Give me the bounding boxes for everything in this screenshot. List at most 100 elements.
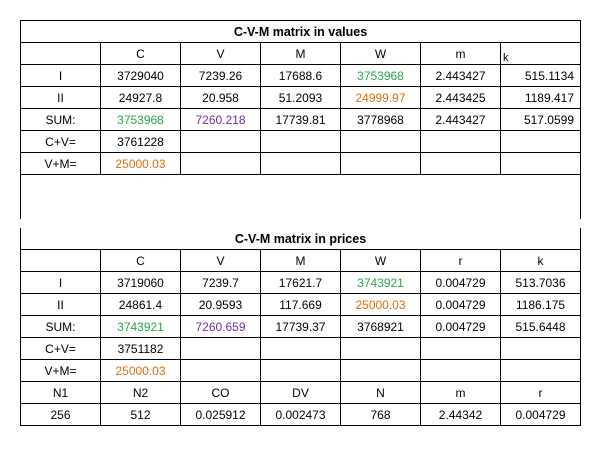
table-cell [180,152,261,175]
header-cell: m [420,381,501,404]
table-cell: 3751182 [100,337,181,360]
header-cell: r [499,381,582,404]
spacer-row [19,174,582,219]
header-cell: W [340,249,421,272]
table-cell: 25000.03 [100,359,181,382]
table-cell [499,359,582,382]
header-cell: N [340,381,421,404]
row-label: C+V= [20,337,101,360]
table-cell [340,337,421,360]
table-cell: 2.443427 [420,64,501,87]
cvm-values-table: C-V-M matrix in values C V M W m k I 372… [19,20,582,219]
header-cell: DV [260,381,341,404]
table-row: II 24927.8 20.958 51.2093 24999.97 2.443… [20,86,582,109]
row-label: I [20,64,101,87]
row-label: V+M= [20,359,101,382]
table-cell: 3719060 [100,271,181,294]
table-cell: 0.004729 [420,315,501,338]
table-cell: 0.002473 [260,403,341,426]
table-cell: 3761228 [100,130,181,153]
table-cell: 2.44342 [420,403,501,426]
table-cell [180,359,261,382]
values-header-row: C V M W m k [20,42,582,65]
table-row: C+V= 3751182 [20,337,582,360]
table-cell: 0.004729 [420,293,501,316]
table-cell: 1189.417 [499,86,582,109]
table-cell: 3778968 [340,108,421,131]
table-cell: 0.004729 [499,403,582,426]
table-cell: 3768921 [340,315,421,338]
spacer-cell [19,174,582,219]
table-cell [180,337,261,360]
table-cell: 17739.37 [260,315,341,338]
table-cell: 25000.03 [100,152,181,175]
table-row: I 3729040 7239.26 17688.6 3753968 2.4434… [20,64,582,87]
table-row: C+V= 3761228 [20,130,582,153]
table-cell [499,152,582,175]
table-cell: 3753968 [100,108,181,131]
header-cell: V [180,249,261,272]
params-header-row: N1 N2 CO DV N m r [20,381,582,404]
cvm-prices-table: C-V-M matrix in prices C V M W r k I 371… [19,228,582,426]
header-cell: C [100,42,181,65]
row-label: SUM: [20,108,101,131]
table-row: V+M= 25000.03 [20,152,582,175]
table-cell: 256 [20,403,101,426]
table-cell: 0.025912 [180,403,261,426]
table-cell [260,152,341,175]
row-label: C+V= [20,130,101,153]
header-cell: CO [180,381,261,404]
table-cell [499,130,582,153]
table-cell [260,359,341,382]
header-cell: M [260,42,341,65]
table-cell: 513.7036 [499,271,582,294]
header-cell: N2 [100,381,181,404]
table-cell: 3743921 [340,271,421,294]
table-cell: 512 [100,403,181,426]
table-cell: 17688.6 [260,64,341,87]
table-cell [420,152,501,175]
table-row: I 3719060 7239.7 17621.7 3743921 0.00472… [20,271,582,294]
table-cell [420,130,501,153]
header-cell: N1 [20,381,101,404]
table-cell [260,337,341,360]
table-cell: 3743921 [100,315,181,338]
row-label: II [20,293,101,316]
table-cell: 2.443425 [420,86,501,109]
params-value-row: 256 512 0.025912 0.002473 768 2.44342 0.… [20,403,582,426]
table-cell: 24999.97 [340,86,421,109]
table-row: II 24861.4 20.9593 117.669 25000.03 0.00… [20,293,582,316]
table-row: V+M= 25000.03 [20,359,582,382]
table-cell: 515.1134 [499,64,582,87]
table-cell [420,337,501,360]
header-cell: k [499,42,582,65]
table-cell [420,359,501,382]
table-cell [340,130,421,153]
table-cell: 24927.8 [100,86,181,109]
table-cell: 7239.7 [180,271,261,294]
table-cell: 3729040 [100,64,181,87]
header-cell [20,42,101,65]
table-cell: 3753968 [340,64,421,87]
table-row: SUM: 3743921 7260.659 17739.37 3768921 0… [20,315,582,338]
table-cell: 25000.03 [340,293,421,316]
table-row: SUM: 3753968 7260.218 17739.81 3778968 2… [20,108,582,131]
header-cell: r [420,249,501,272]
table-cell: 51.2093 [260,86,341,109]
table-cell [340,359,421,382]
header-cell: C [100,249,181,272]
table-cell: 1186.175 [499,293,582,316]
header-cell: M [260,249,341,272]
table-cell [499,337,582,360]
header-cell: W [340,42,421,65]
row-label: V+M= [20,152,101,175]
header-cell: k [499,249,582,272]
table-cell: 2.443427 [420,108,501,131]
prices-table-title: C-V-M matrix in prices [19,228,582,250]
table-cell: 768 [340,403,421,426]
header-cell: m [420,42,501,65]
table-cell: 0.004729 [420,271,501,294]
table-cell: 17621.7 [260,271,341,294]
table-cell [260,130,341,153]
row-label: I [20,271,101,294]
